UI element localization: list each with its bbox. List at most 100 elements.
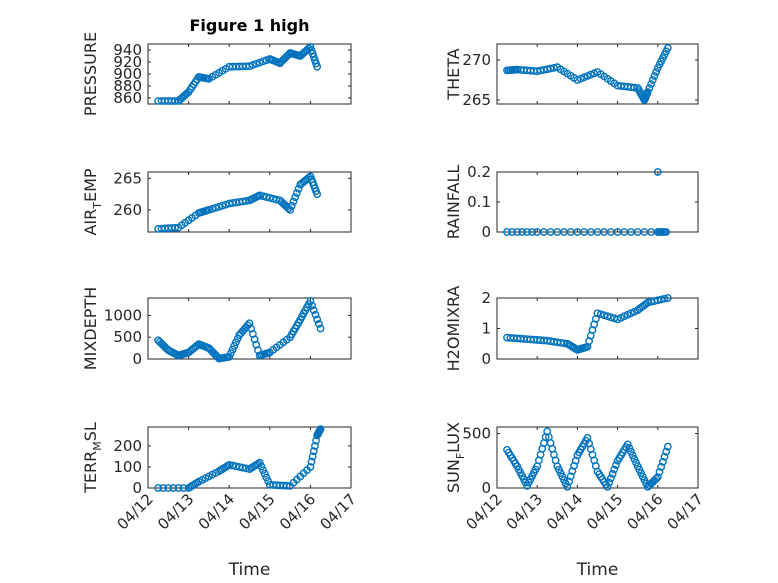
axes-air-temp: 260 265 AIRTEMP: [81, 168, 352, 236]
data-point: [286, 205, 294, 214]
data-point: [309, 447, 318, 456]
x-axis-label: Time: [228, 560, 271, 580]
data-point: [313, 62, 322, 71]
data-point: [645, 84, 654, 92]
data-point: [625, 444, 634, 452]
axes-box: [496, 297, 699, 360]
y-tick-label: 1000: [104, 306, 142, 324]
data-point: [204, 205, 213, 214]
data-point: [218, 201, 227, 210]
data-point: [260, 469, 269, 478]
y-tick-label: 0: [132, 350, 142, 368]
y-axis-label: MIXDEPTH: [81, 287, 100, 370]
data-point: [660, 294, 669, 303]
y-axis-label: PRESSURE: [81, 32, 100, 116]
data-point: [607, 313, 615, 322]
data-point: [605, 478, 614, 487]
data-point: [242, 197, 251, 205]
x-tick-label: 04/16: [276, 490, 319, 533]
data-point: [610, 465, 619, 474]
data-point: [289, 197, 298, 206]
data-point: [221, 200, 230, 209]
data-point: [211, 203, 220, 212]
data-point: [518, 228, 527, 236]
data-point: [287, 201, 296, 210]
data-point: [171, 223, 179, 232]
y-tick-label: 940: [113, 41, 142, 59]
data-point: [264, 477, 273, 486]
x-axis-label: Time: [576, 560, 619, 580]
y-tick-label: 100: [113, 458, 142, 476]
data-point: [650, 72, 659, 80]
series-h2omixra: [503, 294, 672, 354]
data-point: [262, 193, 271, 201]
data-point: [596, 310, 605, 319]
data-point: [169, 484, 178, 492]
data-point: [233, 334, 242, 343]
data-point: [655, 468, 664, 476]
data-point: [648, 76, 657, 84]
data-point: [508, 228, 516, 236]
axes-h2omixra: 0 1 2 H2OMIXRA: [444, 286, 699, 371]
y-tick-label: 0: [481, 479, 491, 497]
x-tick-label: 04/17: [664, 490, 707, 533]
data-point: [164, 484, 173, 492]
data-point: [314, 320, 323, 328]
x-tick-label: 04/15: [235, 490, 278, 533]
data-point: [226, 349, 235, 358]
data-point: [245, 62, 254, 71]
data-point: [248, 61, 257, 69]
series-sun-flux: [503, 427, 672, 491]
x-tick-label: 04/13: [503, 490, 546, 533]
series-rainfall: [503, 168, 671, 236]
data-point: [316, 324, 325, 333]
data-point: [171, 97, 179, 105]
data-point: [560, 339, 568, 348]
data-point: [215, 202, 223, 211]
y-tick-label: 2: [481, 289, 491, 307]
y-tick-label: 265: [462, 91, 491, 109]
data-point: [523, 228, 532, 236]
data-point: [262, 473, 271, 482]
data-point: [657, 463, 666, 471]
x-tick-label: 04/16: [623, 490, 666, 533]
y-axis-label: TERRMSL: [81, 422, 104, 494]
y-tick-label: 0.2: [467, 163, 491, 181]
data-point: [306, 463, 315, 471]
data-point: [603, 312, 612, 321]
y-tick-label: 0: [481, 223, 491, 241]
series-terr-msl: [154, 425, 325, 492]
data-point: [643, 88, 652, 96]
y-tick-label: 270: [462, 51, 491, 69]
figure-title: Figure 1 high: [190, 16, 310, 35]
series-theta: [503, 44, 672, 104]
data-point: [503, 228, 511, 236]
data-point: [612, 461, 620, 470]
data-point: [313, 190, 322, 199]
x-tick-label: 04/15: [583, 490, 626, 533]
data-point: [259, 57, 267, 66]
axes-box: [496, 171, 699, 233]
data-point: [313, 315, 322, 324]
data-point: [663, 44, 672, 52]
data-point: [600, 311, 609, 320]
data-point: [259, 192, 267, 201]
axes-box: [147, 43, 352, 105]
data-point: [174, 484, 183, 492]
data-point: [265, 193, 274, 202]
data-point: [255, 58, 264, 67]
data-point: [603, 483, 612, 491]
data-point: [316, 425, 325, 434]
data-point: [307, 457, 316, 466]
data-point: [660, 452, 669, 461]
data-point: [230, 342, 239, 350]
data-point: [662, 447, 671, 456]
x-tick-label: 04/14: [543, 490, 586, 533]
data-point: [652, 474, 661, 483]
y-axis-label: AIRTEMP: [81, 168, 104, 235]
y-tick-label: 0: [481, 350, 491, 368]
data-point: [663, 442, 672, 451]
y-tick-label: 0: [132, 479, 142, 497]
